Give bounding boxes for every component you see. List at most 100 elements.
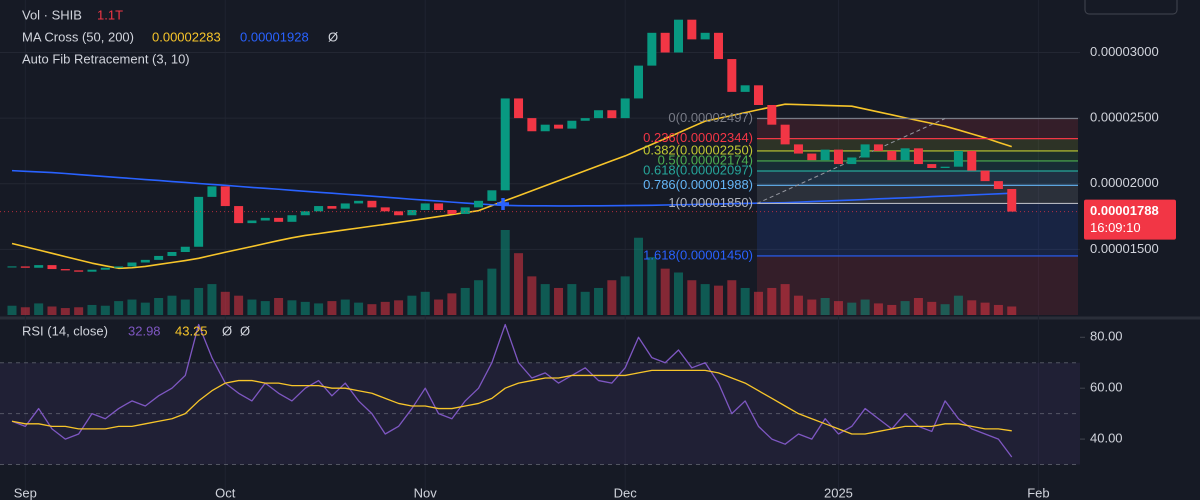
- volume-bar: [247, 299, 257, 315]
- candle: [460, 207, 470, 214]
- candle: [660, 32, 670, 53]
- volume-bar: [620, 276, 630, 315]
- candle: [833, 149, 843, 165]
- last-price: 0.00001788: [1090, 203, 1159, 218]
- volume-bar: [674, 272, 683, 315]
- candle: [967, 150, 977, 171]
- volume-bar: [713, 285, 723, 315]
- y-tick-label: 40.00: [1090, 431, 1123, 446]
- volume-bar: [873, 303, 883, 315]
- candle: [793, 144, 803, 154]
- candle: [567, 120, 577, 129]
- volume-bar: [87, 304, 97, 315]
- candle: [860, 144, 870, 158]
- volume-bar: [913, 298, 923, 315]
- candle: [727, 59, 737, 92]
- volume-bar: [154, 298, 164, 315]
- volume-bar: [727, 280, 737, 315]
- volume-bar: [74, 307, 84, 315]
- candle: [500, 98, 510, 191]
- volume-bar: [887, 304, 897, 315]
- volume-bar: [1007, 306, 1017, 315]
- volume-bar: [580, 291, 590, 315]
- candle: [594, 110, 604, 119]
- candle: [314, 206, 324, 212]
- fib-trend: [756, 118, 946, 204]
- candle: [300, 211, 310, 216]
- candle: [700, 32, 710, 40]
- volume-bar: [847, 302, 857, 315]
- volume-bar: [660, 268, 670, 315]
- x-tick-label: Oct: [215, 485, 236, 500]
- candle: [687, 19, 697, 40]
- fib-label: 1(0.00001850): [668, 195, 753, 210]
- volume-bar: [354, 302, 364, 315]
- volume-bar: [7, 305, 17, 315]
- y-tick-label: 60.00: [1090, 380, 1123, 395]
- volume-bar: [340, 299, 350, 315]
- candle: [940, 166, 950, 168]
- candle: [674, 19, 683, 53]
- candle: [713, 32, 723, 60]
- fib-label: 1.618(0.00001450): [643, 247, 753, 262]
- candle: [540, 124, 550, 132]
- y-tick-label: 80.00: [1090, 329, 1123, 344]
- candle: [474, 200, 484, 208]
- volume-bar: [434, 299, 444, 315]
- x-tick-label: Feb: [1027, 485, 1049, 500]
- candle: [887, 150, 897, 161]
- candle: [647, 32, 657, 66]
- volume-bar: [300, 301, 310, 315]
- volume-bar: [287, 300, 297, 315]
- candle: [847, 157, 857, 165]
- fib-label: 0.618(0.00002097): [643, 162, 753, 177]
- candle: [100, 267, 110, 270]
- ma200-value: 0.00001928: [240, 29, 309, 44]
- volume-bar: [953, 295, 963, 315]
- fib-legend: Auto Fib Retracement (3, 10): [22, 51, 190, 66]
- y-tick-label: 0.00002500: [1090, 110, 1159, 125]
- volume-bar: [207, 284, 217, 315]
- candle: [953, 150, 963, 167]
- volume-bar: [993, 304, 1003, 315]
- rsi-line: [11, 323, 1013, 458]
- ma-line: [11, 169, 1012, 207]
- volume-bar: [314, 303, 324, 315]
- candle: [34, 265, 44, 268]
- rsi-value: 32.98: [128, 323, 161, 338]
- candle: [247, 220, 257, 224]
- volume-bar: [753, 291, 763, 315]
- volume-bar: [647, 257, 657, 315]
- candle: [127, 262, 137, 267]
- volume-bar: [260, 301, 270, 315]
- volume-bar: [167, 295, 177, 315]
- toolbar-button[interactable]: [1084, 0, 1178, 15]
- candle: [420, 203, 430, 210]
- volume-bar: [927, 301, 937, 315]
- candle: [580, 118, 590, 121]
- candle: [220, 186, 230, 207]
- last-price-tag: [1084, 199, 1176, 240]
- volume-bar: [487, 268, 497, 315]
- candle: [607, 110, 617, 119]
- volume-bar: [327, 301, 337, 315]
- candle: [927, 164, 937, 168]
- cross-marker: [497, 198, 509, 210]
- candle: [767, 105, 777, 125]
- volume-bar: [594, 287, 604, 315]
- candle: [407, 210, 417, 216]
- candle: [340, 203, 350, 209]
- volume-bar: [474, 280, 484, 315]
- fib-zone: [757, 160, 1078, 172]
- ma50-value: 0.00002283: [152, 29, 221, 44]
- volume-bar: [234, 295, 244, 315]
- candle: [234, 206, 244, 224]
- volume-bar: [114, 301, 124, 315]
- candle: [447, 210, 457, 214]
- candle: [394, 211, 404, 216]
- candle: [913, 148, 923, 165]
- volume-bar: [833, 301, 843, 315]
- volume-bar: [47, 306, 57, 315]
- candle: [820, 149, 830, 161]
